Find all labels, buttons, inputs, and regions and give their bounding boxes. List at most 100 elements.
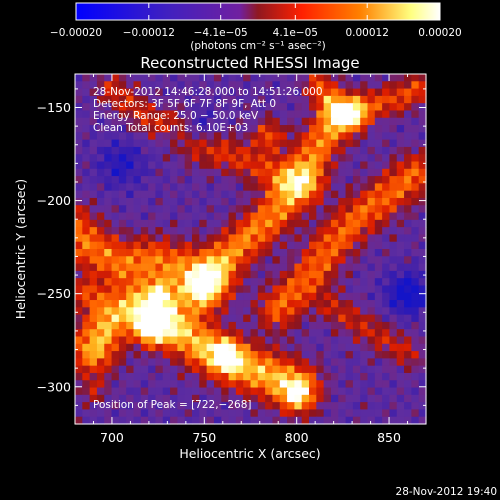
heatmap-cell — [272, 161, 281, 170]
heatmap-cell — [279, 292, 288, 301]
heatmap-cell — [192, 95, 200, 104]
heatmap-cell — [89, 263, 98, 272]
heatmap-cell — [199, 132, 208, 141]
heatmap-cell — [177, 176, 186, 184]
heatmap-cell — [382, 387, 391, 396]
heatmap-cell — [265, 241, 274, 250]
heatmap-cell — [338, 365, 347, 374]
heatmap-cell — [96, 416, 105, 425]
heatmap-cell — [352, 285, 361, 294]
heatmap-cell — [411, 88, 420, 97]
heatmap-cell — [213, 278, 222, 287]
heatmap-cell — [89, 314, 98, 323]
heatmap-cell — [389, 241, 398, 250]
heatmap-cell — [330, 139, 339, 148]
heatmap-cell — [104, 197, 113, 206]
heatmap-cell — [418, 300, 427, 308]
heatmap-cell — [228, 300, 237, 308]
heatmap-cell — [272, 292, 281, 301]
heatmap-cell — [309, 241, 317, 250]
heatmap-cell — [345, 263, 354, 272]
heatmap-cell — [126, 372, 135, 381]
heatmap-cell — [265, 372, 274, 381]
heatmap-cell — [199, 343, 208, 352]
heatmap-cell — [250, 249, 259, 257]
heatmap-cell — [199, 168, 208, 177]
heatmap-cell — [89, 270, 98, 279]
heatmap-cell — [192, 351, 200, 359]
heatmap-cell — [323, 358, 332, 367]
heatmap-cell — [140, 227, 149, 236]
heatmap-cell — [316, 117, 325, 126]
heatmap-cell — [126, 292, 135, 301]
heatmap-cell — [265, 88, 274, 97]
heatmap-cell — [272, 263, 281, 272]
heatmap-cell — [352, 227, 361, 236]
heatmap-cell — [235, 409, 244, 418]
heatmap-cell — [206, 117, 215, 126]
heatmap-cell — [235, 95, 244, 104]
heatmap-cell — [396, 336, 405, 345]
heatmap-cell — [323, 227, 332, 236]
heatmap-cell — [184, 88, 193, 97]
heatmap-cell — [396, 307, 405, 316]
heatmap-cell — [360, 263, 369, 272]
heatmap-cell — [257, 197, 266, 206]
heatmap-cell — [89, 197, 98, 206]
heatmap-cell — [118, 125, 127, 133]
heatmap-cell — [309, 394, 317, 403]
heatmap-cell — [257, 314, 266, 323]
heatmap-cell — [133, 154, 142, 163]
heatmap-cell — [82, 161, 91, 170]
heatmap-cell — [323, 88, 332, 97]
heatmap-cell — [396, 132, 405, 141]
heatmap-cell — [338, 270, 347, 279]
heatmap-cell — [89, 292, 98, 301]
heatmap-cell — [133, 139, 142, 148]
heatmap-cell — [257, 270, 266, 279]
heatmap-cell — [82, 117, 91, 126]
heatmap-cell — [323, 183, 332, 192]
heatmap-cell — [235, 249, 244, 257]
heatmap-cell — [360, 292, 369, 301]
heatmap-cell — [360, 307, 369, 316]
heatmap-cell — [192, 219, 200, 228]
heatmap-cell — [118, 365, 127, 374]
heatmap-cell — [104, 190, 113, 199]
heatmap-cell — [89, 176, 98, 184]
heatmap-cell — [374, 168, 383, 177]
heatmap-cell — [352, 307, 361, 316]
heatmap-cell — [148, 110, 157, 119]
heatmap-cell — [82, 394, 91, 403]
heatmap-cell — [374, 358, 383, 367]
heatmap-cell — [75, 351, 83, 359]
heatmap-cell — [206, 292, 215, 301]
heatmap-cell — [228, 329, 237, 338]
heatmap-cell — [184, 292, 193, 301]
heatmap-cell — [301, 372, 310, 381]
heatmap-cell — [75, 256, 83, 265]
heatmap-cell — [411, 197, 420, 206]
heatmap-cell — [272, 205, 281, 214]
heatmap-cell — [316, 168, 325, 177]
heatmap-cell — [75, 161, 83, 170]
heatmap-cell — [382, 117, 391, 126]
heatmap-cell — [104, 132, 113, 141]
heatmap-cell — [257, 205, 266, 214]
heatmap-cell — [155, 365, 164, 374]
heatmap-cell — [360, 256, 369, 265]
heatmap-cell — [82, 212, 91, 221]
heatmap-cell — [345, 168, 354, 177]
heatmap-cell — [411, 263, 420, 272]
heatmap-cell — [96, 351, 105, 359]
heatmap-cell — [309, 314, 317, 323]
heatmap-cell — [301, 343, 310, 352]
heatmap-cell — [199, 285, 208, 294]
heatmap-cell — [213, 307, 222, 316]
heatmap-cell — [323, 176, 332, 184]
heatmap-cell — [118, 285, 127, 294]
heatmap-cell — [104, 234, 113, 243]
heatmap-cell — [206, 219, 215, 228]
heatmap-cell — [352, 372, 361, 381]
heatmap-cell — [265, 190, 274, 199]
